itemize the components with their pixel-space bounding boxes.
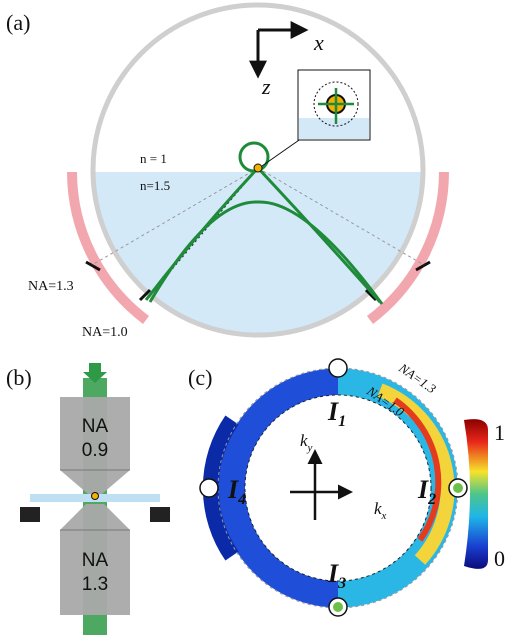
z-label: z [261, 74, 271, 99]
panel-label: (b) [6, 365, 32, 390]
na-label: NA=1.0 [82, 325, 128, 340]
colorbar [464, 419, 488, 569]
objective-name: NA [82, 416, 109, 437]
objective-name: NA [82, 550, 109, 571]
panel-label: (a) [6, 10, 30, 35]
medium-label: n = 1 [140, 151, 167, 166]
x-label: x [313, 30, 324, 55]
colorbar-label: 0 [494, 546, 505, 571]
holder [20, 507, 40, 522]
colorbar-label: 1 [494, 420, 505, 445]
na-label: NA=1.3 [28, 279, 74, 294]
page: (a) x z n = 1 n=1.5 NA=1.3 NA=1.0 (b) NA… [0, 0, 516, 635]
dipole [254, 164, 262, 172]
medium-label: n=1.5 [140, 178, 170, 193]
objective-na: 1.3 [82, 574, 108, 595]
sample [92, 493, 99, 500]
holder [150, 507, 170, 522]
objective-na: 0.9 [82, 440, 108, 461]
panel-label: (c) [188, 365, 212, 390]
figure: (a) x z n = 1 n=1.5 NA=1.3 NA=1.0 (b) NA… [0, 0, 516, 635]
inset-medium [299, 118, 369, 139]
